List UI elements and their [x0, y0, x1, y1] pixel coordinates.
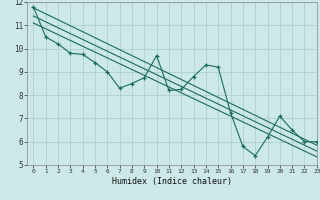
X-axis label: Humidex (Indice chaleur): Humidex (Indice chaleur): [112, 177, 232, 186]
